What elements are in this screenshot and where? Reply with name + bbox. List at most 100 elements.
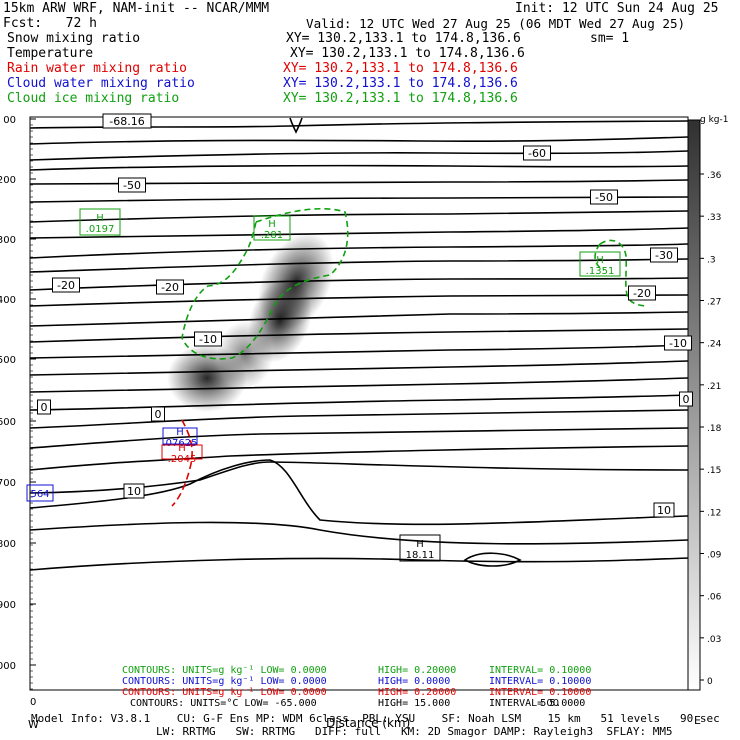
extremum-letter: H (268, 219, 276, 230)
isotherm-label: -68.16 (109, 115, 144, 128)
y-tick-label: 200 (0, 175, 16, 186)
contour-info-interval: INTERVAL= 0.10000 (489, 676, 591, 687)
isotherm-label: 0 (41, 401, 48, 414)
x-end-west: W (28, 718, 39, 731)
colorbar-tick-label: .33 (707, 213, 721, 223)
extremum-box (79, 208, 121, 236)
extremum-box (26, 484, 54, 502)
extremum-box (161, 444, 203, 460)
isotherm-label-box (653, 502, 675, 518)
x-end-east: E (694, 714, 701, 727)
pressure-axis: 00 200 300 400 500 600 700 800 900 000 (0, 115, 36, 690)
extremum-box (579, 251, 621, 277)
colorbar-tick-label: .15 (707, 466, 721, 476)
extremum-value: 18.11 (406, 550, 435, 561)
colorbar-tick-label: .06 (707, 593, 722, 603)
extremum-letter: H (596, 255, 604, 266)
extremum-letter: H (176, 427, 184, 438)
y-tick-label: 500 (0, 355, 16, 366)
isotherm-label-box (123, 483, 145, 499)
x-tick-500: 500 (540, 698, 559, 709)
init-time: Init: 12 UTC Sun 24 Aug 25 (515, 1, 719, 16)
contour-info-high: HIGH= 15.000 (378, 698, 450, 709)
contour-info-high: HIGH= 0.0000 (378, 676, 450, 687)
isotherm-label: 10 (657, 504, 671, 517)
isotherm-label: -50 (595, 191, 613, 204)
isotherm-label: -20 (633, 287, 651, 300)
x-axis-label: Distance (km) (326, 716, 410, 730)
colorbar-tick-label: .21 (707, 382, 721, 392)
field-name-temperature: Temperature (7, 46, 94, 61)
contour-info-interval: INTERVAL= 0.10000 (489, 687, 591, 698)
contour-info-text: CONTOURS: UNITS=g kg⁻¹ LOW= 0.0000 (122, 687, 327, 698)
isotherm-label-box (52, 277, 80, 293)
colorbar-tick-label: .18 (707, 424, 722, 434)
extremum-letter: H (178, 443, 186, 454)
colorbar-tick-label: .09 (707, 551, 722, 561)
extremum-box (399, 534, 441, 562)
field-name-snow: Snow mixing ratio (7, 31, 141, 46)
isotherm-label: -60 (528, 147, 546, 160)
extremum-box (162, 427, 198, 445)
extremum-value: .2045 (168, 454, 197, 465)
contour-info-interval: INTERVAL= 5.0000 (489, 698, 585, 709)
rain-water-contour (171, 419, 193, 507)
y-tick-label: 300 (0, 235, 16, 246)
colorbar-units: g kg-1 (700, 115, 728, 125)
model-info-line2: LW: RRTMG SW: RRTMG DIFF: full KM: 2D Sm… (156, 725, 673, 738)
snow-shading (167, 232, 334, 412)
isotherm-label: 0 (155, 408, 162, 421)
isotherm-label-box (151, 406, 165, 422)
contour-info-text: CONTOURS: UNITS=g kg⁻¹ LOW= 0.0000 (122, 676, 327, 687)
isotherm-label: 0 (683, 393, 690, 406)
y-tick-label: 700 (0, 478, 16, 489)
isotherm-label-box (156, 279, 184, 295)
field-name-cloud-water: Cloud water mixing ratio (7, 76, 195, 91)
colorbar-ticks: 0 .03 .06 .09 .12 .15 .18 .21 .24 .27 .3 .33 .36 (700, 171, 722, 687)
extremum-value: .0197 (86, 224, 115, 235)
field-xy-snow: XY= 130.2,133.1 to 174.8,136.6 (286, 31, 521, 46)
isotherm-label-box (194, 331, 222, 347)
x-tick-0: 0 (30, 697, 36, 708)
extremum-value: 564 (30, 489, 49, 500)
isotherm-label: 10 (127, 485, 141, 498)
isotherm-label: -20 (161, 281, 179, 294)
cloud-ice-contours (181, 207, 649, 360)
extremum-value: .07625 (163, 438, 198, 449)
isotherm-label-box (628, 285, 656, 301)
isotherm-label-box (523, 145, 551, 161)
contour-info-text: CONTOURS: UNITS=°C LOW= -65.000 (130, 698, 317, 709)
isotherm-label-box (590, 189, 618, 205)
colorbar-tick-label: .3 (707, 255, 716, 265)
extremum-box (253, 215, 291, 241)
distance-axis: 0 500 W E Distance (km) (28, 697, 701, 731)
isotherm-label-box (664, 335, 692, 351)
valid-time: Valid: 12 UTC Wed 27 Aug 25 (06 MDT Wed … (306, 16, 686, 31)
isotherm-label: -30 (655, 249, 673, 262)
extremum-value: .281 (261, 230, 283, 241)
forecast-hour: Fcst: 72 h (3, 16, 97, 31)
field-name-cloud-ice: Cloud ice mixing ratio (7, 91, 180, 106)
colorbar-tick-label: .12 (707, 508, 721, 518)
contour-info-high: HIGH= 0.20000 (378, 665, 456, 676)
model-info-line1: Model Info: V3.8.1 CU: G-F Ens MP: WDM 6… (31, 712, 720, 725)
field-xy-cloud-ice: XY= 130.2,133.1 to 174.8,136.6 (283, 91, 518, 106)
plot-frame (29, 116, 689, 691)
isotherm-labels: -68.16 -60 -50 -50 -30 -20 -20 -20 -10 -10 0 0 0 10 10 (37, 113, 693, 518)
extremum-letter: H (96, 213, 104, 224)
isotherm-label-box (102, 113, 152, 129)
field-xy-cloud-water: XY= 130.2,133.1 to 174.8,136.6 (283, 76, 518, 91)
field-xy-rain: XY= 130.2,133.1 to 174.8,136.6 (283, 61, 518, 76)
isotherm-label-box (650, 247, 678, 263)
contour-info: CONTOURS: UNITS=g kg⁻¹ LOW= 0.0000 HIGH= … (122, 665, 591, 709)
contour-info-high: HIGH= 0.20000 (378, 687, 456, 698)
isotherm-label-box (679, 391, 693, 407)
isotherm-label: -10 (669, 337, 687, 350)
y-tick-label: 900 (0, 600, 16, 611)
isotherm-label-box (37, 399, 51, 415)
colorbar-tick-label: .24 (707, 340, 722, 350)
isotherm-label: -10 (199, 333, 217, 346)
field-xy-temperature: XY= 130.2,133.1 to 174.8,136.6 (290, 46, 525, 61)
